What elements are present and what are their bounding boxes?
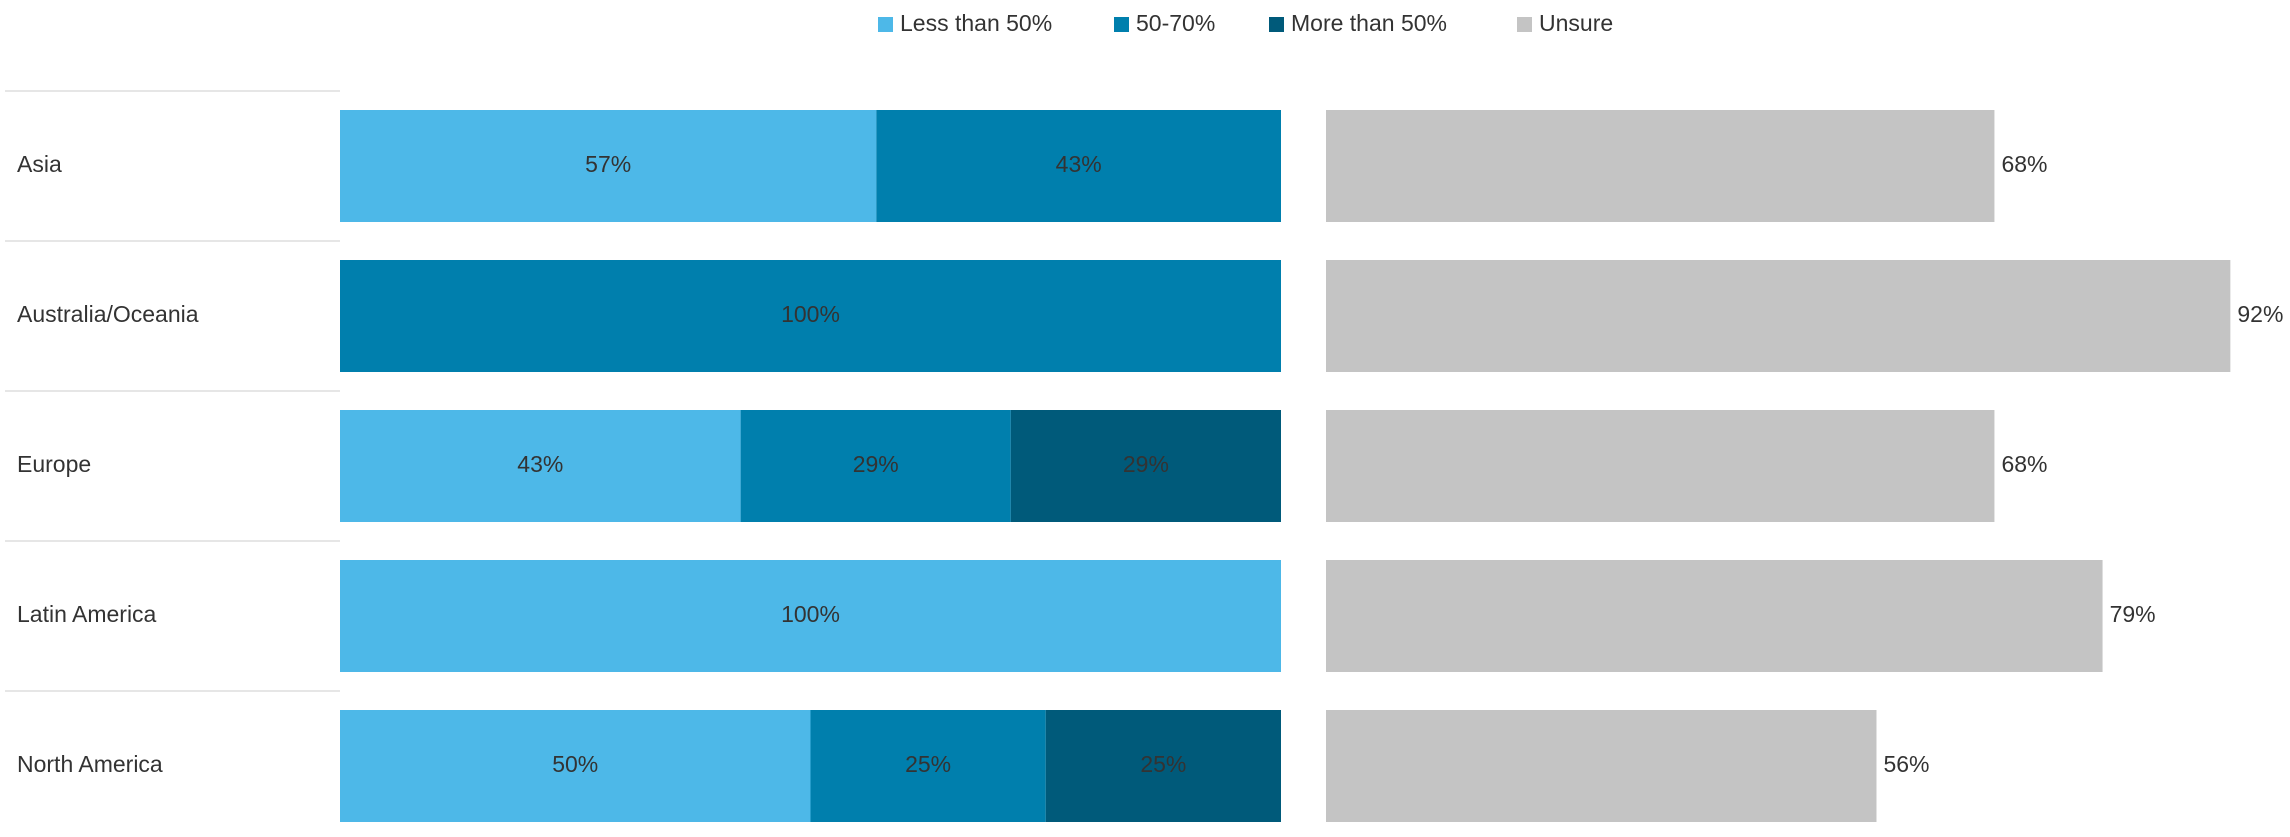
bar-segment: [876, 110, 1281, 222]
bar-label: 43%: [1056, 151, 1102, 177]
bar-label: 50%: [552, 751, 598, 777]
bar-segment: [1010, 410, 1281, 522]
bar-label: 25%: [1140, 751, 1186, 777]
unsure-label: 68%: [2001, 451, 2047, 477]
unsure-label: 79%: [2110, 601, 2156, 627]
bar-label: 100%: [781, 601, 840, 627]
legend-swatch: [1517, 17, 1532, 32]
unsure-bar: [1326, 710, 1877, 822]
bar-segment: [340, 410, 741, 522]
unsure-bar: [1326, 260, 2231, 372]
bar-segment: [740, 410, 1011, 522]
bar-segment: [340, 710, 811, 822]
bar-segment: [810, 710, 1046, 822]
bar-label: 25%: [905, 751, 951, 777]
bar-label: 29%: [1123, 451, 1169, 477]
bar-label: 43%: [517, 451, 563, 477]
bar-segment: [340, 110, 877, 222]
unsure-bar: [1326, 560, 2103, 672]
bar-label: 57%: [585, 151, 631, 177]
legend-label: Less than 50%: [900, 10, 1052, 36]
legend-swatch: [878, 17, 893, 32]
category-label: Australia/Oceania: [17, 301, 199, 327]
legend-label: More than 50%: [1291, 10, 1447, 36]
bar-segment: [340, 260, 1281, 372]
category-label: Europe: [17, 451, 91, 477]
category-label: Asia: [17, 151, 62, 177]
unsure-bar: [1326, 110, 1995, 222]
unsure-label: 68%: [2001, 151, 2047, 177]
legend-label: 50-70%: [1136, 10, 1215, 36]
category-label: North America: [17, 751, 163, 777]
bar-label: 29%: [853, 451, 899, 477]
bar-segment: [340, 560, 1281, 672]
unsure-label: 92%: [2237, 301, 2283, 327]
bar-label: 100%: [781, 301, 840, 327]
unsure-label: 56%: [1883, 751, 1929, 777]
unsure-bar: [1326, 410, 1995, 522]
legend-swatch: [1114, 17, 1129, 32]
bar-segment: [1045, 710, 1281, 822]
category-label: Latin America: [17, 601, 157, 627]
legend-swatch: [1269, 17, 1284, 32]
legend-label: Unsure: [1539, 10, 1613, 36]
